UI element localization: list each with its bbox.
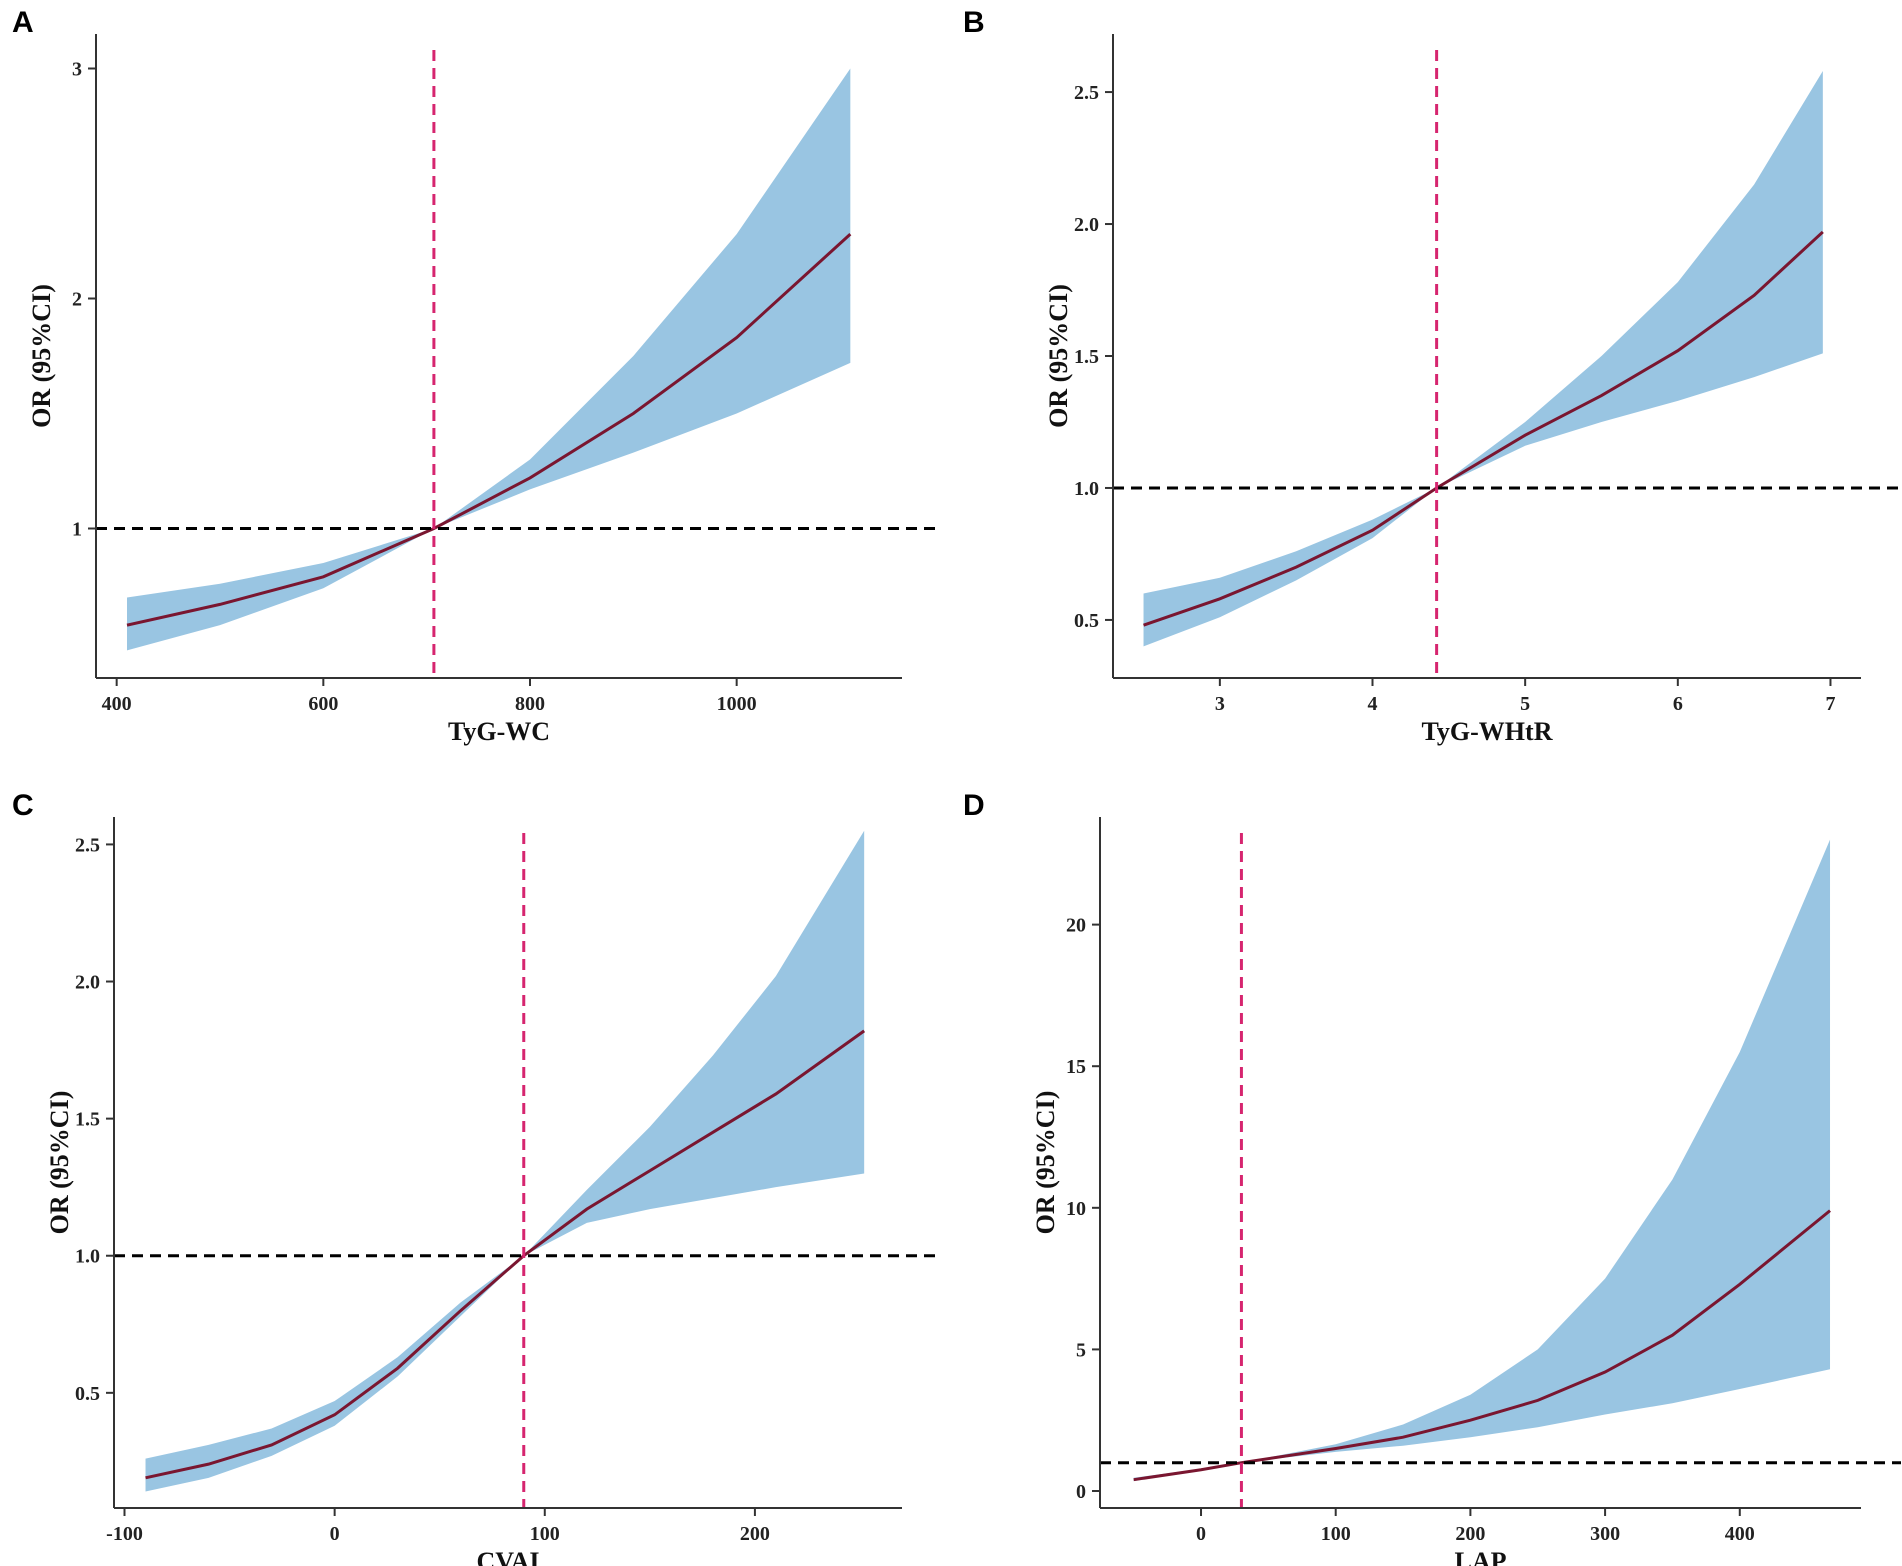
panel-letter: A xyxy=(12,6,34,39)
x-tick-label: -100 xyxy=(106,1523,143,1545)
y-axis-title: OR (95%CI) xyxy=(1044,284,1073,428)
chart-a: A 400 600 800 1000 1 2 3 TyG-WC OR (95%CI) xyxy=(12,6,942,746)
x-axis-title: LAP xyxy=(1455,1547,1507,1566)
or-curve xyxy=(126,232,852,627)
x-tick-label: 200 xyxy=(740,1523,770,1545)
y-tick-label: 0.5 xyxy=(75,1383,100,1405)
panel-c: C -100 0 100 200 0.5 1.0 1.5 2.0 2.5 CVAI OR (95%CI… xyxy=(0,783,951,1566)
chart-c: C -100 0 100 200 0.5 1.0 1.5 2.0 2.5 CVAI OR (95%CI… xyxy=(12,789,942,1566)
y-tick-label: 2.5 xyxy=(1074,82,1099,104)
y-tick-label: 2.5 xyxy=(75,834,100,856)
panel-letter: B xyxy=(963,6,985,39)
x-axis-title: TyG-WHtR xyxy=(1422,717,1553,746)
y-tick-label: 1.5 xyxy=(1074,346,1099,368)
y-axis-title: OR (95%CI) xyxy=(27,284,56,428)
x-tick-label: 100 xyxy=(1321,1523,1351,1545)
y-tick-label: 2.0 xyxy=(1074,214,1099,236)
x-tick-label: 100 xyxy=(530,1523,560,1545)
panel-a: A 400 600 800 1000 1 2 3 TyG-WC OR (95%CI) xyxy=(0,0,951,783)
x-tick-label: 400 xyxy=(1725,1523,1755,1545)
panel-d: D 0 100 200 300 400 0 5 10 15 20 LAP OR (95%CI) xyxy=(951,783,1902,1566)
y-tick-label: 2 xyxy=(72,289,82,311)
x-tick-label: 200 xyxy=(1455,1523,1485,1545)
y-axis-title: OR (95%CI) xyxy=(45,1091,74,1235)
ci-band xyxy=(127,68,851,651)
x-tick-label: 7 xyxy=(1825,693,1835,715)
x-tick-label: 0 xyxy=(330,1523,340,1545)
y-tick-label: 1.0 xyxy=(75,1246,100,1268)
y-tick-label: 1.5 xyxy=(75,1109,100,1131)
panel-b: B 3 4 5 6 7 0.5 1.0 1.5 2.0 2.5 TyG-WHtR OR (95%CI) xyxy=(951,0,1902,783)
panel-letter: D xyxy=(963,789,985,822)
x-tick-label: 5 xyxy=(1520,693,1530,715)
ci-band xyxy=(1143,70,1823,647)
y-tick-label: 1 xyxy=(72,519,82,541)
x-axis-title: TyG-WC xyxy=(448,717,550,746)
y-tick-label: 1.0 xyxy=(1074,478,1099,500)
x-tick-label: 0 xyxy=(1196,1523,1206,1545)
y-tick-label: 15 xyxy=(1066,1056,1086,1078)
x-tick-label: 400 xyxy=(102,693,132,715)
panel-letter: C xyxy=(12,789,34,822)
y-tick-label: 0 xyxy=(1076,1481,1086,1503)
y-tick-label: 2.0 xyxy=(75,972,100,994)
ci-band xyxy=(1133,839,1831,1482)
or-curve xyxy=(1143,230,1824,627)
x-tick-label: 4 xyxy=(1368,693,1378,715)
ci-band xyxy=(145,830,865,1492)
x-tick-label: 800 xyxy=(515,693,545,715)
x-tick-label: 6 xyxy=(1673,693,1683,715)
x-tick-label: 1000 xyxy=(717,693,757,715)
y-tick-label: 0.5 xyxy=(1074,610,1099,632)
or-curve xyxy=(1133,1209,1831,1482)
chart-b: B 3 4 5 6 7 0.5 1.0 1.5 2.0 2.5 TyG-WHtR OR (95%CI) xyxy=(963,6,1901,746)
x-axis-title: CVAI xyxy=(476,1547,539,1566)
y-tick-label: 10 xyxy=(1066,1198,1086,1220)
chart-d: D 0 100 200 300 400 0 5 10 15 20 LAP OR (95%CI) xyxy=(963,789,1901,1566)
x-tick-label: 300 xyxy=(1590,1523,1620,1545)
y-tick-label: 5 xyxy=(1076,1339,1086,1361)
y-axis-title: OR (95%CI) xyxy=(1031,1091,1060,1235)
x-tick-label: 3 xyxy=(1215,693,1225,715)
y-tick-label: 20 xyxy=(1066,915,1086,937)
y-tick-label: 3 xyxy=(72,59,82,81)
or-curve xyxy=(145,1029,866,1480)
x-tick-label: 600 xyxy=(308,693,338,715)
